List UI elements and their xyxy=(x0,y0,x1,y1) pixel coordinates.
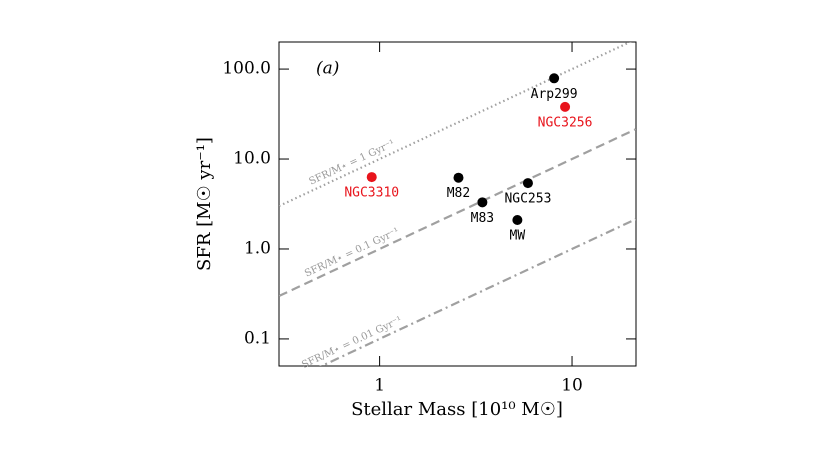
reference-line xyxy=(279,128,636,298)
data-point xyxy=(522,178,533,189)
point-label: NGC253 xyxy=(504,192,551,207)
y-tick-label: 10.0 xyxy=(233,149,271,169)
plot-frame xyxy=(278,41,637,367)
reference-lines xyxy=(279,42,636,366)
x-tick-label: 10 xyxy=(561,376,583,396)
point-label: NGC3310 xyxy=(344,186,399,201)
y-tick-label: 100.0 xyxy=(222,59,271,79)
reference-line-label: SFR/M⋆ = 0.1 Gyr⁻¹ xyxy=(303,226,401,279)
y-axis-title: SFR [M☉ yr⁻¹] xyxy=(194,137,215,271)
data-point xyxy=(560,101,571,112)
point-label: Arp299 xyxy=(531,87,578,102)
point-label: M83 xyxy=(471,211,494,226)
reference-line xyxy=(319,218,636,366)
x-axis-title: Stellar Mass [10¹⁰ M☉] xyxy=(351,399,563,420)
data-point xyxy=(453,172,464,183)
data-point xyxy=(512,214,523,225)
point-label: M82 xyxy=(447,186,470,201)
data-point xyxy=(549,73,560,84)
panel-annotation: (a) xyxy=(316,59,339,79)
reference-line-label: SFR/M⋆ = 0.01 Gyr⁻¹ xyxy=(300,315,403,371)
point-label: MW xyxy=(510,228,526,243)
y-tick-label: 1.0 xyxy=(244,238,271,258)
y-tick-label: 0.1 xyxy=(244,328,271,348)
data-point xyxy=(477,197,488,208)
reference-line-label: SFR/M⋆ = 1 Gyr⁻¹ xyxy=(307,138,396,187)
x-tick-label: 1 xyxy=(374,376,385,396)
point-label: NGC3256 xyxy=(538,115,593,130)
data-point xyxy=(366,172,377,183)
